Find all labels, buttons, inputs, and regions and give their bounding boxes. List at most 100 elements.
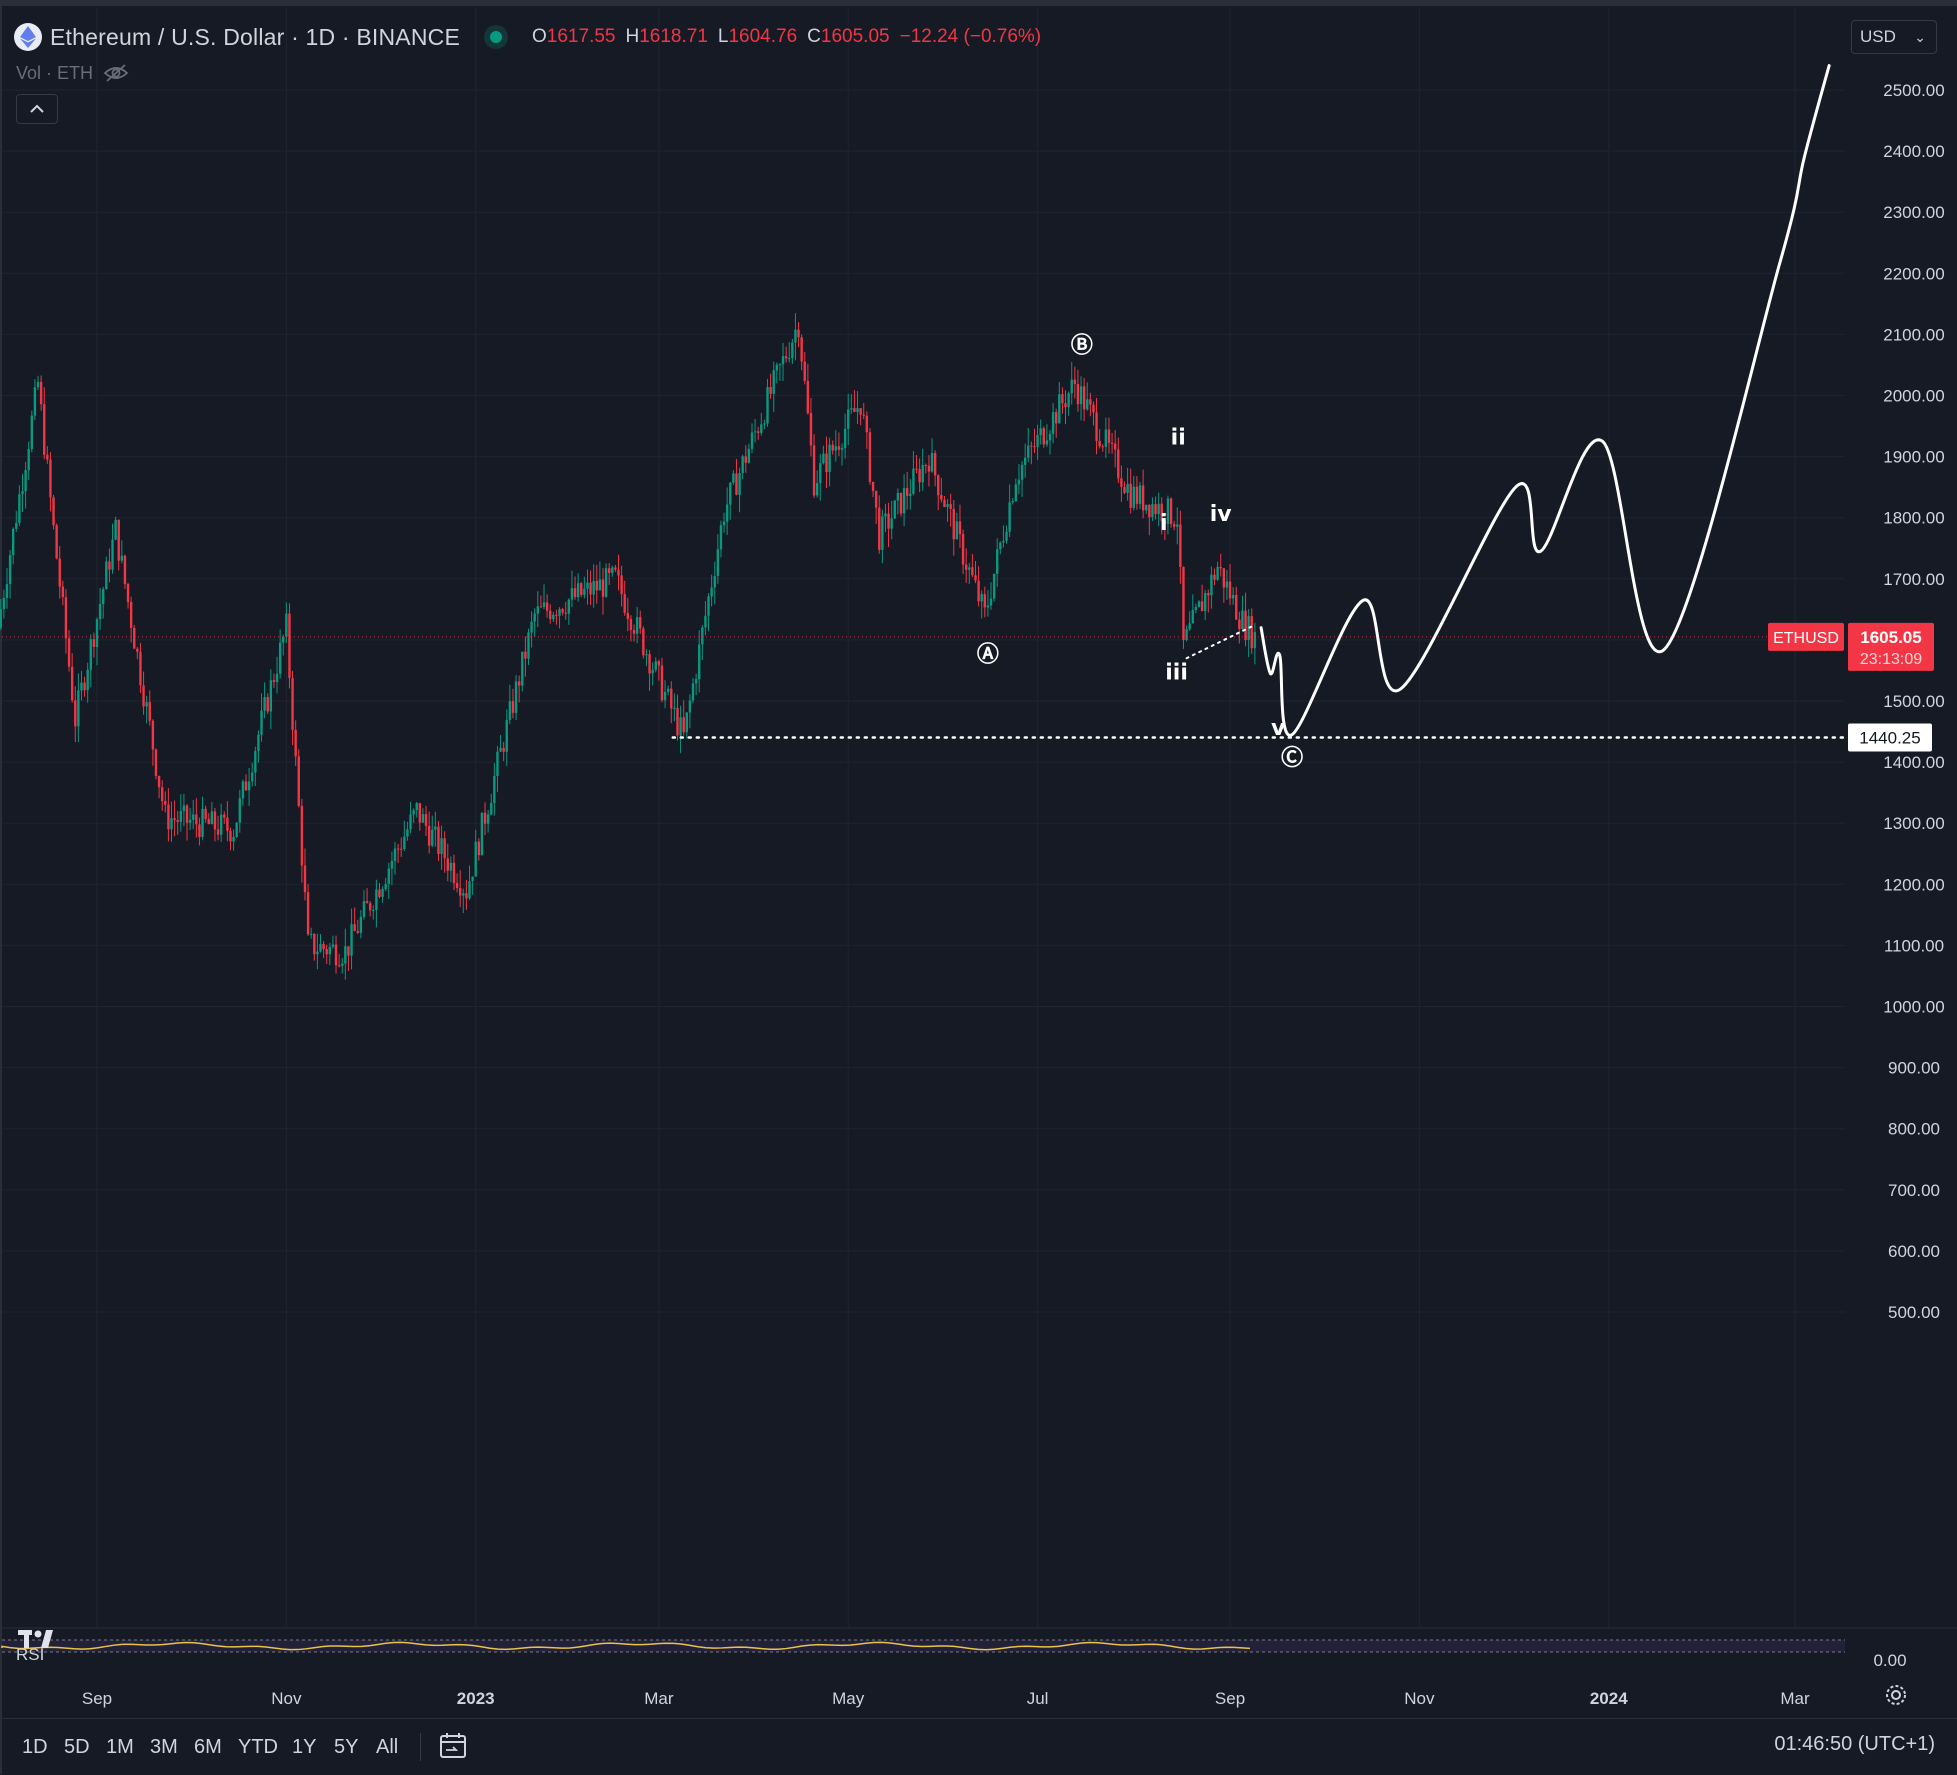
candle — [95, 617, 99, 666]
high-value: 1618.71 — [639, 26, 708, 47]
high-label: H — [625, 26, 640, 47]
candle-body — [449, 862, 453, 871]
candle — [1244, 592, 1247, 647]
candle-body — [291, 678, 294, 730]
candle — [639, 610, 642, 634]
range-button-1d[interactable]: 1D — [22, 1736, 48, 1758]
candle-body — [477, 841, 481, 856]
candle-body — [123, 555, 127, 584]
candle — [297, 749, 300, 808]
candle — [682, 700, 685, 736]
range-button-all[interactable]: All — [376, 1736, 399, 1758]
candle-body — [74, 700, 77, 727]
candle-body — [331, 944, 335, 947]
timezone-clock[interactable]: 01:46:50 (UTC+1) — [1774, 1733, 1935, 1755]
range-button-5y[interactable]: 5Y — [334, 1736, 359, 1758]
candle-body — [1101, 446, 1104, 448]
candle-body — [33, 387, 37, 416]
candle — [359, 910, 363, 939]
range-button-1y[interactable]: 1Y — [292, 1736, 317, 1758]
candle-body — [213, 811, 217, 830]
candle — [490, 793, 493, 816]
candle-body — [275, 673, 279, 682]
tradingview-logo-icon[interactable] — [18, 1628, 68, 1650]
candle — [986, 590, 990, 617]
currency-select[interactable]: USD ⌄ — [1851, 20, 1937, 54]
candle-body — [905, 488, 909, 496]
candle — [61, 580, 65, 606]
candle-body — [940, 495, 943, 500]
candle-body — [393, 848, 397, 862]
range-button-3m[interactable]: 3M — [150, 1736, 178, 1758]
candle — [521, 651, 524, 692]
open-label: O — [532, 26, 547, 47]
candle — [632, 624, 636, 642]
candle-body — [1005, 531, 1008, 541]
candle-body — [176, 820, 179, 822]
candle-body — [837, 446, 841, 450]
candle-body — [915, 468, 918, 470]
candle-body — [1073, 379, 1077, 384]
candle-body — [52, 497, 55, 526]
candle-body — [1098, 440, 1101, 447]
candle — [139, 643, 142, 694]
candle — [337, 953, 341, 968]
candle — [964, 548, 968, 583]
candle — [474, 829, 477, 877]
candle — [117, 519, 120, 571]
candle — [514, 675, 518, 720]
candle — [968, 563, 971, 584]
candle — [732, 470, 735, 485]
candle-body — [381, 889, 384, 897]
candle-body — [80, 682, 83, 691]
candle — [353, 907, 356, 932]
candle-body — [561, 609, 564, 613]
range-button-1m[interactable]: 1M — [106, 1736, 134, 1758]
gear-icon[interactable] — [1883, 1682, 1909, 1708]
candle — [70, 653, 74, 703]
candle-body — [797, 329, 800, 338]
candle — [620, 565, 623, 607]
candle — [1247, 609, 1250, 658]
candle — [269, 669, 273, 730]
candle — [769, 373, 772, 399]
candle — [176, 810, 179, 835]
candle — [1219, 553, 1222, 577]
symbol-legend[interactable]: Ethereum / U.S. Dollar · 1D · BINANCE O 1… — [14, 20, 1041, 54]
volume-legend[interactable]: Vol · ETH — [16, 60, 129, 86]
candle-body — [735, 473, 738, 495]
candle — [1241, 595, 1244, 631]
go-to-date-icon[interactable] — [436, 1729, 470, 1763]
candle-body — [182, 805, 186, 812]
candle — [36, 375, 40, 391]
candle — [676, 694, 679, 741]
symbol-title[interactable]: Ethereum / U.S. Dollar · 1D · BINANCE — [50, 23, 461, 50]
candle — [1166, 495, 1170, 535]
range-button-5d[interactable]: 5D — [64, 1736, 90, 1758]
candle-body — [964, 564, 968, 570]
candle-body — [266, 697, 269, 712]
candle — [576, 573, 580, 602]
candle-body — [341, 963, 344, 966]
candle-body — [828, 444, 831, 473]
collapse-legend-button[interactable] — [16, 94, 58, 124]
candle-body — [502, 747, 505, 752]
candle — [108, 548, 111, 583]
candle-body — [775, 364, 779, 371]
price-tick-label: 2000.00 — [1883, 387, 1944, 406]
candle — [322, 941, 325, 958]
candle-body — [701, 627, 704, 645]
range-button-ytd[interactable]: YTD — [238, 1736, 278, 1758]
market-status-icon[interactable] — [490, 31, 503, 43]
candle-body — [58, 558, 61, 587]
hidden-eye-icon[interactable] — [103, 63, 129, 83]
candle — [902, 474, 906, 527]
candle — [971, 553, 974, 578]
candle-body — [372, 910, 375, 912]
symbol-tag — [1768, 622, 1844, 651]
candle — [862, 402, 865, 420]
candle — [486, 809, 490, 833]
range-button-6m[interactable]: 6M — [194, 1736, 222, 1758]
price-tick-label: 1200.00 — [1883, 875, 1944, 894]
